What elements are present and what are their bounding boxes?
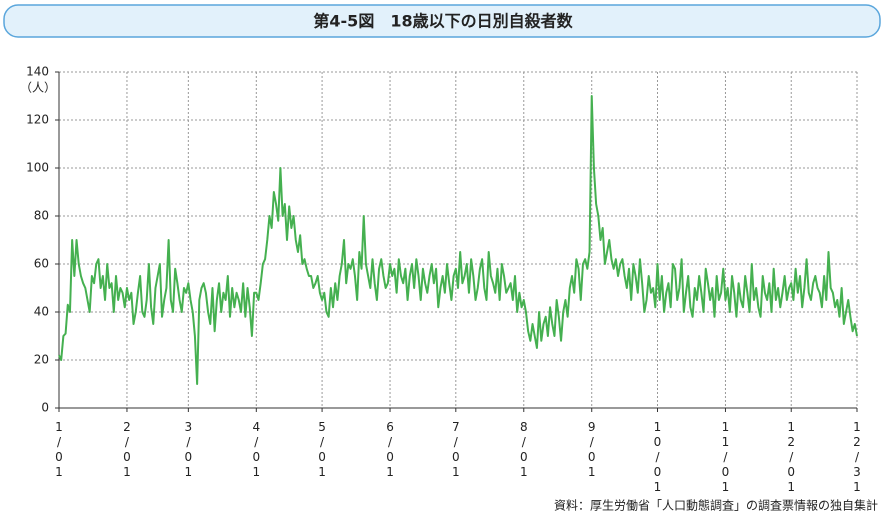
y-tick-label: 100 — [26, 161, 49, 175]
y-tick-label: 20 — [34, 353, 49, 367]
x-tick-label: 5/01 — [315, 420, 329, 480]
y-unit: （人） — [20, 81, 56, 95]
x-tick-label: 6/01 — [383, 420, 397, 480]
y-tick-label: 60 — [34, 257, 49, 271]
x-tick-label: 8/01 — [517, 420, 531, 480]
x-tick-label: 12/31 — [850, 420, 864, 495]
chart-title: 第4-5図 18歳以下の日別自殺者数 — [313, 12, 573, 31]
title-bar — [3, 4, 881, 38]
y-tick-label: 0 — [41, 401, 49, 415]
x-tick-label: 3/01 — [181, 420, 195, 480]
y-tick-label: 40 — [34, 305, 49, 319]
y-tick-label: 80 — [34, 209, 49, 223]
data-line — [58, 95, 858, 385]
x-tick-label: 10/01 — [651, 420, 665, 495]
source: 資料：厚生労働省「人口動態調査」の調査票情報の独自集計 — [554, 498, 878, 513]
x-tick-label: 12/01 — [784, 420, 798, 495]
x-tick-label: 7/01 — [449, 420, 463, 480]
y-tick-label: 140 — [26, 65, 49, 79]
x-tick-label: 11/01 — [718, 420, 732, 495]
x-tick-label: 2/01 — [120, 420, 134, 480]
y-tick-label: 120 — [26, 113, 49, 127]
x-tick-label: 9/01 — [585, 420, 599, 480]
x-tick-label: 4/01 — [249, 420, 263, 480]
x-tick-label: 1/01 — [52, 420, 66, 480]
